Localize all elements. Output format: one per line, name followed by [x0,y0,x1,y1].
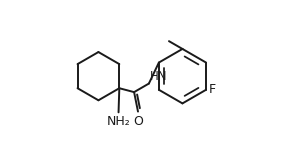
Text: HN: HN [150,70,167,83]
Text: NH₂: NH₂ [107,115,131,128]
Text: F: F [209,83,216,96]
Text: O: O [133,115,143,128]
